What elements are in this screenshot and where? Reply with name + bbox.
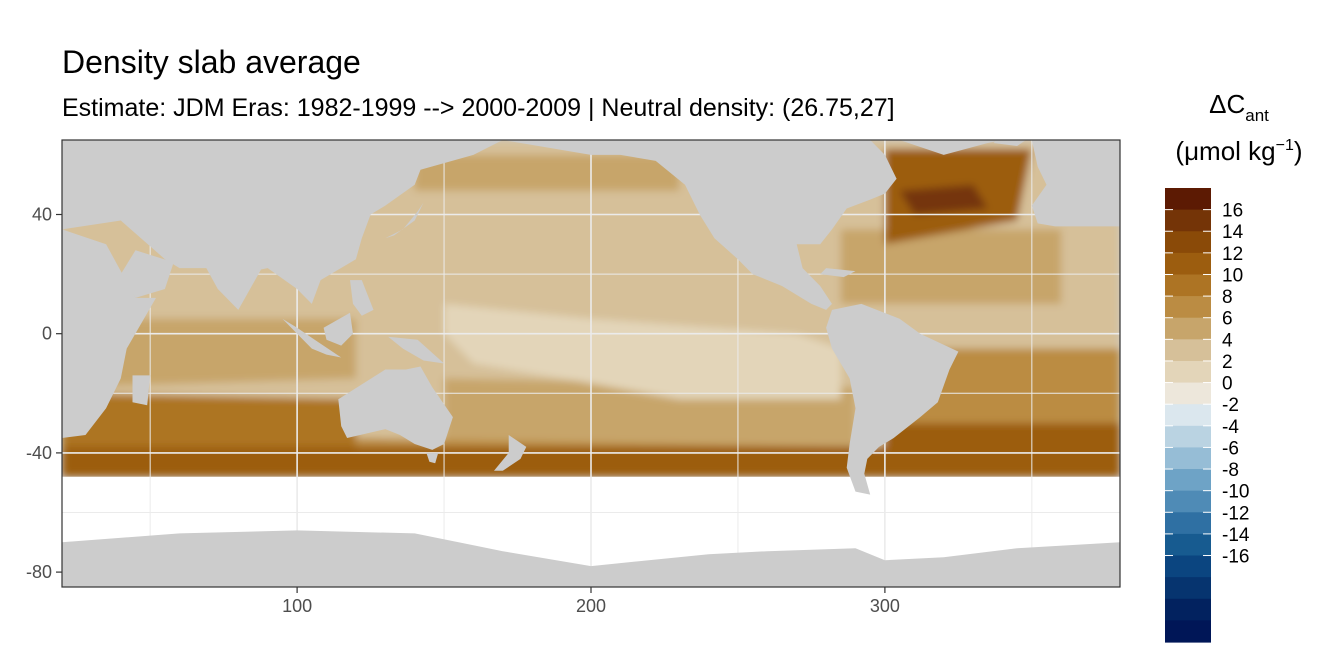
legend-swatch [1165, 317, 1211, 340]
land-australia [338, 366, 453, 450]
legend-swatch [1165, 188, 1211, 211]
x-tick-label: 200 [576, 596, 606, 616]
y-tick-label: 0 [42, 324, 52, 344]
ocean-region-indian-ocean [62, 318, 356, 388]
legend-swatch [1165, 231, 1211, 254]
y-tick-label: 40 [32, 205, 52, 225]
legend-label: 12 [1222, 244, 1243, 265]
land-caribbean [820, 268, 856, 278]
legend-label: 8 [1222, 287, 1233, 308]
legend-swatch [1165, 598, 1211, 621]
ocean-region-north-pacific-edge [414, 154, 680, 191]
land-new-zealand [494, 435, 527, 471]
ocean-region-north-atlantic-core [899, 184, 988, 215]
legend-swatch [1165, 490, 1211, 513]
land-north-america [502, 140, 897, 310]
legend-swatch [1165, 577, 1211, 600]
legend-label: 14 [1222, 222, 1244, 243]
land-masses [62, 140, 1120, 587]
legend-swatch [1165, 533, 1211, 557]
legend-label: -2 [1222, 395, 1239, 416]
ocean-region-north-pacific-central [414, 184, 724, 289]
land-europe [1031, 140, 1120, 227]
land-philippines [350, 280, 374, 316]
legend-label: 16 [1222, 201, 1243, 222]
legend-swatch [1165, 469, 1211, 492]
legend: ΔCant (μmol kg−1) 1614121086420-2-4-6-8-10… [1165, 89, 1303, 643]
land-greenland [899, 140, 1003, 155]
land-india [203, 262, 262, 310]
y-tick-label: -80 [26, 562, 52, 582]
chart-title: Density slab average [62, 44, 361, 80]
legend-swatch [1165, 620, 1211, 643]
y-tick-label: -40 [26, 443, 52, 463]
land-new-guinea [388, 336, 445, 364]
legend-label: -12 [1222, 503, 1249, 524]
land-africa [62, 229, 156, 438]
legend-swatch [1165, 296, 1211, 319]
legend-label: -6 [1222, 438, 1239, 459]
x-tick-label: 300 [870, 596, 900, 616]
legend-label: -4 [1222, 417, 1239, 438]
legend-label: 2 [1222, 352, 1233, 373]
legend-label: 10 [1222, 265, 1243, 286]
legend-label: 4 [1222, 330, 1233, 351]
legend-swatch [1165, 555, 1211, 578]
x-tick-label: 100 [282, 596, 312, 616]
legend-swatch [1165, 447, 1211, 470]
legend-label: 0 [1222, 374, 1233, 395]
legend-swatch [1165, 274, 1211, 297]
legend-label: -10 [1222, 482, 1249, 503]
legend-swatch [1165, 360, 1211, 384]
legend-swatch [1165, 382, 1211, 405]
legend-label: -16 [1222, 547, 1249, 568]
legend-unit: (μmol kg−1) [1175, 136, 1302, 166]
land-antarctica [62, 530, 1120, 587]
legend-label: -8 [1222, 460, 1239, 481]
land-arabia [120, 250, 174, 298]
legend-swatch [1165, 339, 1211, 362]
legend-label: 6 [1222, 309, 1233, 330]
legend-swatch [1165, 512, 1211, 535]
land-indonesia-2 [323, 312, 353, 346]
land-south-america [826, 303, 959, 495]
land-iceland [993, 140, 1026, 146]
map-panel [62, 140, 1120, 587]
land-madagascar [132, 375, 151, 406]
land-tasmania [426, 452, 439, 464]
ocean-region-north-atlantic-sub [840, 229, 1062, 304]
ocean-region-equatorial-pacific [444, 303, 841, 400]
legend-swatch [1165, 425, 1211, 449]
legend-label: -14 [1222, 525, 1250, 546]
land-indonesia-1 [282, 318, 342, 358]
legend-swatch [1165, 252, 1211, 276]
legend-swatch [1165, 404, 1211, 427]
chart-subtitle: Estimate: JDM Eras: 1982-1999 --> 2000-2… [62, 94, 895, 122]
legend-swatch [1165, 209, 1211, 232]
legend-title: ΔCant [1209, 89, 1269, 125]
